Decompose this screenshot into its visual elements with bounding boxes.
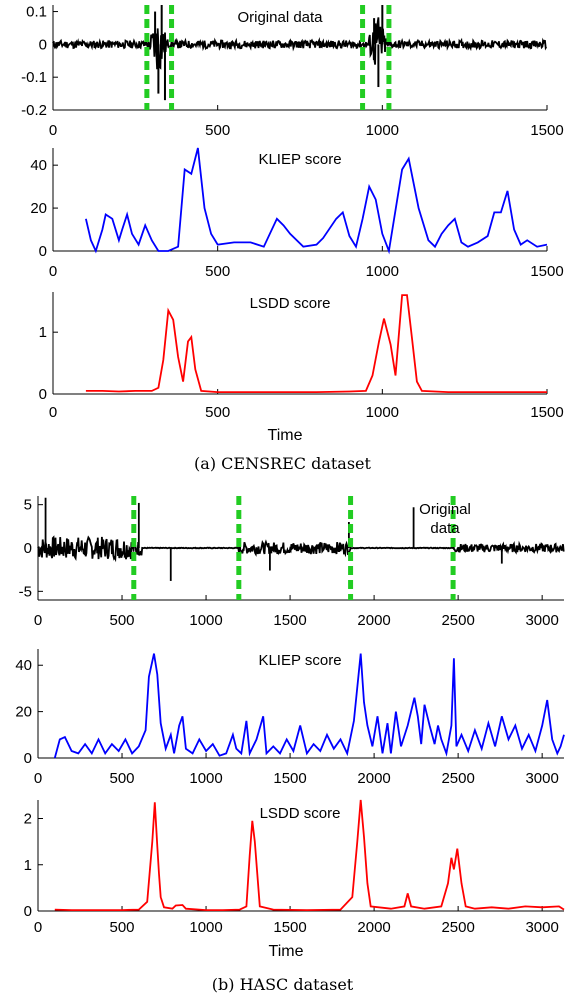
x-tick-label: 2000 (357, 612, 390, 629)
chart-title: KLIEP score (258, 652, 341, 669)
x-axis-label: Time (269, 943, 304, 960)
x-axis-label: Time (268, 427, 303, 444)
y-tick-label: -0.2 (21, 102, 47, 119)
y-tick-label: 1 (39, 324, 47, 341)
chart-b1: 0 500 1000 1500 2000 2500 3000-505 Original data (19, 496, 565, 629)
caption-a: (a) CENSREC dataset (194, 454, 371, 473)
x-tick-label: 1500 (530, 404, 563, 421)
y-tick-label: 20 (15, 704, 32, 721)
x-tick-label: 500 (110, 919, 135, 936)
chart-a3: 0 500 1000 1500 0 1 LSDD score Time (39, 292, 564, 444)
y-tick-label: 0 (39, 36, 47, 53)
x-tick-label: 1000 (366, 263, 399, 280)
x-tick-label: 500 (205, 122, 230, 139)
y-tick-label: -0.1 (21, 69, 47, 86)
x-tick-label: 1000 (366, 404, 399, 421)
x-tick-label: 500 (205, 404, 230, 421)
y-tick-label: 2 (24, 811, 32, 828)
y-tick-label: 0.1 (26, 4, 47, 21)
x-tick-label: 2500 (441, 919, 474, 936)
x-tick-label: 3000 (525, 919, 558, 936)
series-line (52, 17, 548, 70)
chart-a2: 0 500 1000 1500 0 20 40 KLIEP score (30, 147, 564, 280)
x-tick-label: 0 (49, 263, 57, 280)
y-tick-label: 40 (15, 657, 32, 674)
x-tick-label: 3000 (525, 612, 558, 629)
x-tick-label: 0 (34, 919, 42, 936)
x-tick-label: 1000 (189, 770, 222, 787)
x-tick-label: 1000 (189, 919, 222, 936)
x-tick-label: 1000 (189, 612, 222, 629)
series-line (37, 535, 565, 563)
x-tick-label: 0 (34, 770, 42, 787)
y-tick-label: 40 (30, 157, 47, 174)
y-tick-label: 5 (24, 497, 32, 514)
x-tick-label: 3000 (525, 770, 558, 787)
y-tick-label: -5 (19, 583, 32, 600)
x-tick-label: 2500 (441, 612, 474, 629)
x-tick-label: 1500 (273, 770, 306, 787)
chart-title: Original data (419, 501, 471, 537)
x-tick-label: 1500 (273, 612, 306, 629)
chart-a1: 0 500 1000 1500 -0.2 -0.1 0 0.1 Original data (21, 4, 564, 139)
x-tick-label: 0 (49, 122, 57, 139)
x-tick-label: 2000 (357, 770, 390, 787)
x-tick-label: 2000 (357, 919, 390, 936)
x-tick-label: 0 (34, 612, 42, 629)
x-tick-label: 0 (49, 404, 57, 421)
caption-b: (b) HASC dataset (211, 975, 354, 994)
y-tick-label: 0 (24, 750, 32, 767)
y-tick-label: 20 (30, 200, 47, 217)
series-line (54, 799, 565, 912)
y-tick-label: 1 (24, 857, 32, 874)
y-tick-label: 0 (39, 243, 47, 260)
chart-title: KLIEP score (258, 151, 341, 168)
chart-title: LSDD score (260, 805, 341, 822)
chart-b2: 0 500 1000 1500 2000 2500 3000 0 20 40 KLIEP score (15, 649, 565, 787)
x-tick-label: 2500 (441, 770, 474, 787)
x-tick-label: 1500 (530, 122, 563, 139)
series-line (53, 653, 565, 759)
x-tick-label: 1500 (530, 263, 563, 280)
x-tick-label: 1500 (273, 919, 306, 936)
y-tick-label: 0 (39, 386, 47, 403)
series-line (85, 294, 547, 393)
chart-title: LSDD score (250, 295, 331, 312)
y-tick-label: 0 (24, 540, 32, 557)
series-line (85, 147, 548, 255)
chart-title: Original data (237, 9, 323, 26)
x-tick-label: 500 (205, 263, 230, 280)
x-tick-label: 500 (110, 770, 135, 787)
x-tick-label: 500 (110, 612, 135, 629)
y-tick-label: 0 (24, 903, 32, 920)
chart-b3: 0 500 1000 1500 2000 2500 3000 0 1 2 LSDD score Tim… (24, 799, 565, 960)
x-tick-label: 1000 (366, 122, 399, 139)
